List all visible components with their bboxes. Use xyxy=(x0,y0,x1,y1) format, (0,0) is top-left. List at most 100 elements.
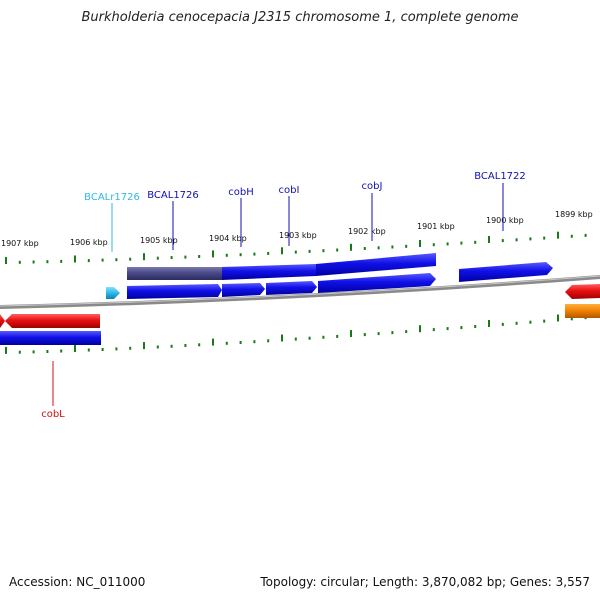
feature-arrow-cobi[interactable] xyxy=(266,281,317,295)
tick-minor xyxy=(87,348,90,352)
tick-major xyxy=(5,257,7,264)
tick-minor xyxy=(363,247,366,250)
tick-minor xyxy=(225,253,228,257)
tick-minor xyxy=(584,233,587,237)
gene-label-cobh[interactable]: cobH xyxy=(228,187,253,198)
scale-label: 1901 kbp xyxy=(417,222,455,231)
tick-minor xyxy=(32,260,35,264)
tick-major xyxy=(281,247,283,255)
tick-minor xyxy=(184,344,187,347)
tick-major xyxy=(557,231,559,239)
tick-minor xyxy=(501,239,504,243)
feature-track-lower xyxy=(0,314,101,345)
tick-minor xyxy=(529,320,532,324)
tick-minor xyxy=(474,325,477,328)
tick-minor xyxy=(184,255,187,259)
scale-label: 1907 kbp xyxy=(1,239,39,248)
tick-minor xyxy=(253,252,256,256)
tick-major xyxy=(281,334,283,342)
tick-minor xyxy=(129,257,132,261)
feature-track-right xyxy=(565,284,600,318)
tick-major xyxy=(5,346,7,354)
tick-major xyxy=(74,255,76,263)
tick-minor xyxy=(529,237,532,241)
tick-major xyxy=(143,342,145,350)
tick-major xyxy=(143,253,145,261)
scale-label: 1905 kbp xyxy=(140,236,178,245)
tick-minor xyxy=(253,340,256,344)
gene-label-bcalr1726[interactable]: BCALr1726 xyxy=(84,192,140,203)
gene-label-bcal1726[interactable]: BCAL1726 xyxy=(147,190,199,201)
tick-minor xyxy=(308,336,311,340)
scale-label: 1906 kbp xyxy=(70,238,108,247)
accession-label: Accession: NC_011000 xyxy=(9,575,146,589)
gene-labels: BCALr1726 BCAL1726 cobH cobI cobJ BCAL17… xyxy=(41,171,526,420)
tick-minor xyxy=(156,256,159,260)
tick-minor xyxy=(294,337,297,341)
feature-arrow-bcal1722[interactable] xyxy=(459,262,553,282)
tick-minor xyxy=(170,344,173,348)
tick-minor xyxy=(18,260,21,264)
tick-minor xyxy=(115,258,118,262)
tick-major xyxy=(212,338,214,346)
label-leaders xyxy=(52,183,504,406)
tick-track-upper xyxy=(5,231,587,264)
tick-minor xyxy=(377,332,380,336)
tick-minor xyxy=(294,250,297,254)
feature-arrow-cobl[interactable] xyxy=(5,314,100,328)
tick-minor xyxy=(336,248,339,252)
tick-minor xyxy=(515,238,518,242)
chromosome-backbone xyxy=(0,275,600,309)
feature-arrow-cobj[interactable] xyxy=(316,253,436,276)
genome-summary: Topology: circular; Length: 3,870,082 bp… xyxy=(260,575,590,589)
gene-label-cobl[interactable]: cobL xyxy=(41,409,65,420)
scale-label: 1899 kbp xyxy=(555,210,593,219)
tick-minor xyxy=(198,255,201,258)
feature-arrow-cobj-lower[interactable] xyxy=(318,273,436,293)
gene-label-cobi[interactable]: cobI xyxy=(279,185,300,196)
tick-minor xyxy=(267,339,270,343)
gene-label-cobj[interactable]: cobJ xyxy=(362,181,383,192)
scale-label: 1900 kbp xyxy=(486,216,524,225)
feature-arrow-bcalr1726[interactable] xyxy=(106,287,120,299)
feature-arrow-reverse-right[interactable] xyxy=(565,284,600,299)
feature-track-upper xyxy=(127,253,553,282)
tick-minor xyxy=(460,326,463,330)
feature-arrow-cobh[interactable] xyxy=(222,283,265,297)
feature-bar-dim[interactable] xyxy=(127,267,223,280)
feature-bar-other-right[interactable] xyxy=(565,304,600,318)
feature-bar-lower-blue[interactable] xyxy=(0,331,101,345)
tick-minor xyxy=(405,244,408,248)
tick-minor xyxy=(198,343,201,347)
tick-minor xyxy=(267,251,270,255)
tick-minor xyxy=(225,341,228,345)
tick-minor xyxy=(156,345,159,349)
tick-minor xyxy=(391,245,394,249)
scale-labels: 1907 kbp 1906 kbp 1905 kbp 1904 kbp 1903… xyxy=(1,210,593,248)
tick-major xyxy=(350,330,352,337)
tick-major xyxy=(488,236,490,243)
feature-arrow-left-edge[interactable] xyxy=(0,314,5,328)
tick-minor xyxy=(129,346,132,350)
tick-minor xyxy=(432,243,435,247)
gene-label-bcal1722[interactable]: BCAL1722 xyxy=(474,171,526,182)
tick-minor xyxy=(405,330,408,334)
tick-minor xyxy=(60,259,63,263)
feature-arrow-bcal1726[interactable] xyxy=(127,284,222,299)
tick-minor xyxy=(32,350,35,354)
tick-minor xyxy=(446,327,449,331)
tick-track-lower xyxy=(5,314,587,354)
tick-minor xyxy=(101,258,104,262)
feature-bar-cobh-cobi[interactable] xyxy=(222,264,316,280)
tick-major xyxy=(419,240,421,247)
tick-minor xyxy=(460,241,463,245)
tick-major xyxy=(488,320,490,327)
tick-minor xyxy=(543,236,546,240)
tick-minor xyxy=(115,347,118,351)
tick-major xyxy=(212,250,214,258)
tick-minor xyxy=(18,350,21,354)
scale-label: 1903 kbp xyxy=(279,231,317,240)
tick-minor xyxy=(46,350,49,353)
tick-minor xyxy=(60,349,63,353)
